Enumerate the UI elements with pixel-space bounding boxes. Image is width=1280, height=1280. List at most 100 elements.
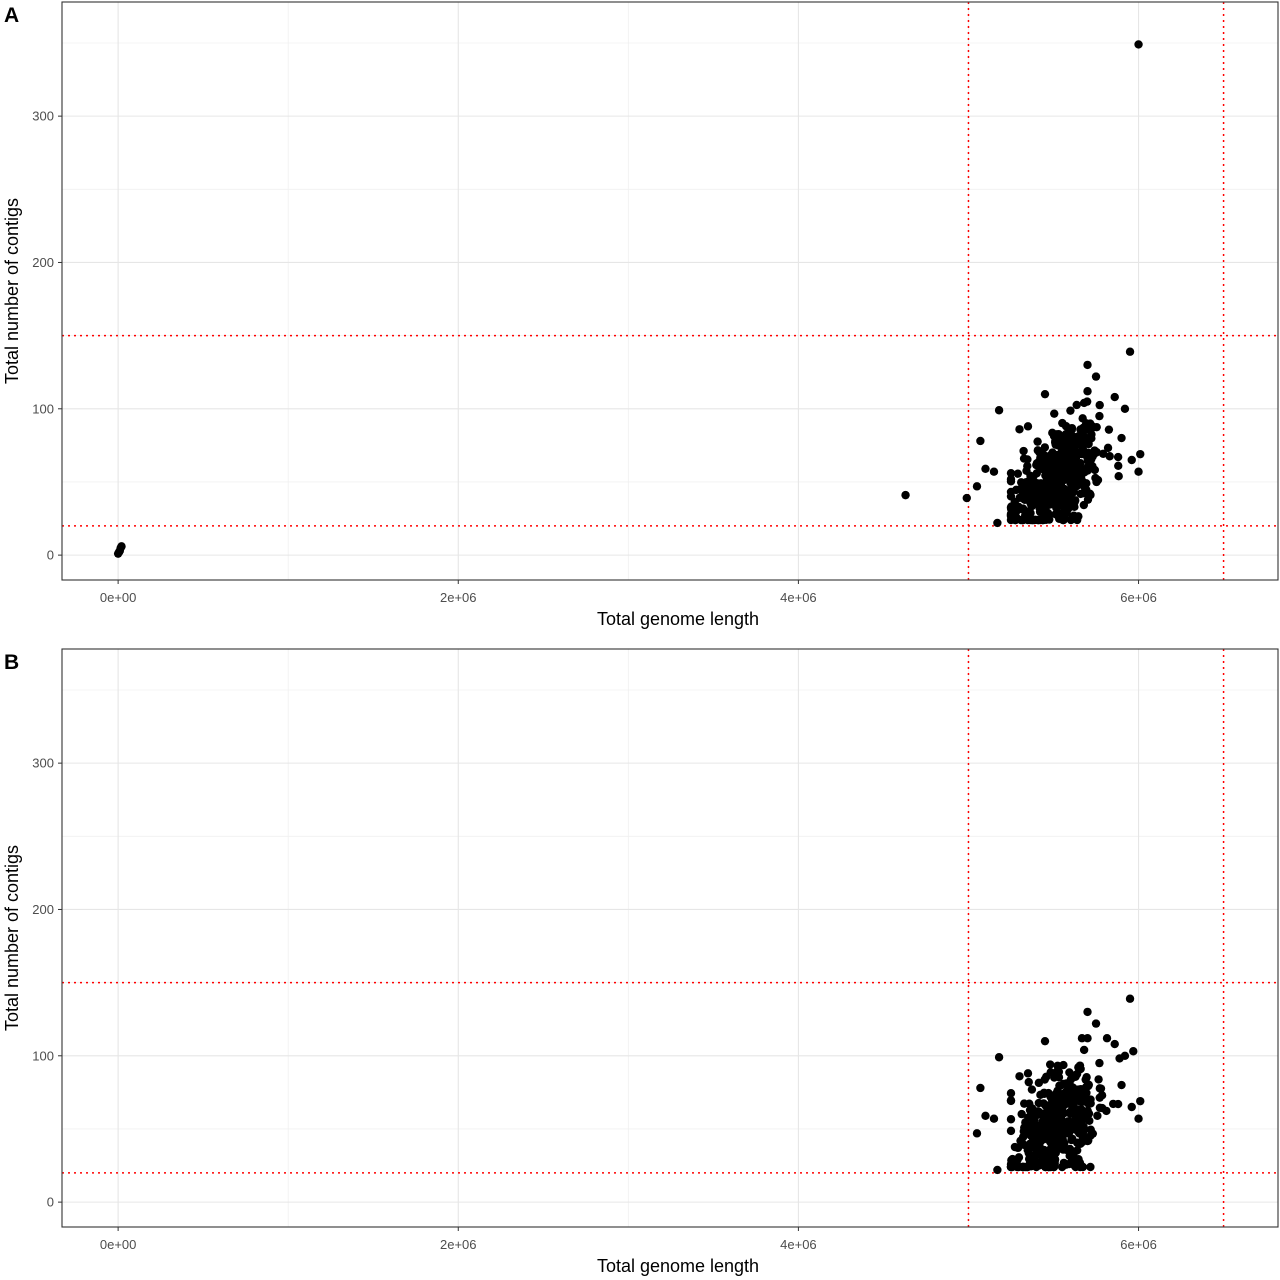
- data-point: [1110, 1039, 1119, 1049]
- data-point: [1114, 471, 1123, 481]
- data-point: [1031, 1121, 1040, 1131]
- data-point: [1103, 443, 1113, 453]
- data-point: [1105, 452, 1114, 461]
- data-point: [1113, 1099, 1123, 1109]
- x-tick-label: 6e+06: [1120, 1237, 1157, 1252]
- data-point: [1129, 1047, 1138, 1056]
- data-point: [1127, 455, 1136, 465]
- data-point: [1125, 994, 1135, 1003]
- data-point: [1114, 461, 1123, 471]
- data-point: [1068, 473, 1077, 482]
- data-point: [1091, 1019, 1101, 1028]
- data-point: [1095, 400, 1104, 410]
- data-point: [1095, 411, 1104, 421]
- data-point: [1050, 409, 1059, 418]
- data-point: [1030, 480, 1040, 489]
- data-point: [1016, 515, 1026, 525]
- data-point: [1134, 1114, 1143, 1123]
- data-point: [1085, 1116, 1094, 1125]
- data-point: [1037, 505, 1046, 515]
- x-tick-label: 0e+00: [100, 590, 137, 605]
- x-tick-label: 4e+06: [780, 590, 817, 605]
- data-point: [989, 1114, 999, 1123]
- y-tick-label: 100: [32, 401, 54, 416]
- data-point: [1082, 485, 1091, 494]
- data-point: [1006, 1096, 1016, 1105]
- data-point: [1034, 1107, 1043, 1116]
- data-point: [1024, 1148, 1033, 1158]
- data-point: [1076, 430, 1086, 439]
- data-point: [1091, 372, 1101, 381]
- x-tick-label: 6e+06: [1120, 590, 1157, 605]
- data-point: [993, 1165, 1002, 1175]
- data-point: [1094, 1075, 1103, 1084]
- panel-B: 0e+00 2e+06 4e+06 6e+06 0 100 200 300 Total geno…: [2, 648, 1279, 1276]
- data-point: [1076, 1084, 1086, 1094]
- data-point: [1075, 1162, 1085, 1172]
- data-point: [1036, 447, 1045, 456]
- data-point: [1079, 500, 1089, 510]
- data-point: [1066, 406, 1075, 415]
- x-tick-label: 2e+06: [440, 1237, 477, 1252]
- data-point: [1136, 1096, 1145, 1106]
- data-point: [1034, 1078, 1044, 1088]
- data-point: [1039, 1151, 1048, 1160]
- data-point: [1110, 392, 1119, 402]
- y-tick-label: 200: [32, 255, 54, 270]
- x-tick-label: 0e+00: [100, 1237, 137, 1252]
- data-point: [1045, 1060, 1055, 1069]
- y-tick-label: 200: [32, 902, 54, 917]
- data-point: [1068, 461, 1078, 471]
- data-point: [1028, 1136, 1038, 1145]
- data-point: [1017, 478, 1026, 487]
- data-point: [1104, 425, 1114, 434]
- data-point: [1083, 387, 1092, 396]
- data-point: [1079, 423, 1088, 433]
- data-point: [1033, 495, 1043, 504]
- data-point: [1052, 430, 1061, 439]
- data-point: [1057, 446, 1067, 456]
- data-point: [1072, 400, 1081, 410]
- data-point: [1102, 1034, 1112, 1043]
- data-point: [1026, 471, 1035, 480]
- data-point: [976, 1083, 985, 1093]
- panel-letter: B: [4, 651, 19, 674]
- data-point: [1006, 1115, 1016, 1124]
- data-point: [972, 1129, 982, 1138]
- x-axis-title: Total genome length: [597, 609, 759, 629]
- data-point: [1083, 466, 1092, 475]
- data-point: [901, 490, 910, 500]
- data-point: [1067, 431, 1077, 441]
- data-point: [1040, 1130, 1050, 1139]
- data-point: [1040, 389, 1050, 399]
- y-tick-label: 300: [32, 109, 54, 124]
- data-point: [1077, 1105, 1086, 1114]
- data-point: [1040, 1036, 1050, 1046]
- data-point: [1054, 514, 1064, 523]
- data-point: [1134, 467, 1143, 476]
- data-point: [1127, 1102, 1136, 1112]
- data-point: [1093, 475, 1103, 485]
- data-point: [1036, 453, 1045, 463]
- data-point: [1045, 474, 1054, 484]
- data-point: [1059, 484, 1069, 494]
- data-point: [1125, 347, 1135, 356]
- x-tick-label: 4e+06: [780, 1237, 817, 1252]
- data-point: [1084, 1081, 1093, 1091]
- data-point: [1081, 1075, 1090, 1084]
- data-point: [1027, 1105, 1037, 1114]
- data-point: [1085, 451, 1094, 461]
- data-point: [1071, 453, 1080, 462]
- data-point: [981, 1111, 990, 1120]
- data-point: [1064, 448, 1073, 458]
- data-point: [1052, 462, 1061, 471]
- data-point: [1015, 425, 1024, 434]
- data-point: [1028, 1159, 1037, 1168]
- data-point: [1120, 404, 1130, 413]
- data-point: [1044, 1103, 1053, 1112]
- data-point: [1059, 1060, 1068, 1070]
- plot-background: [62, 649, 1278, 1227]
- data-point: [989, 467, 999, 476]
- data-point: [1019, 454, 1029, 463]
- data-point: [1096, 1084, 1106, 1093]
